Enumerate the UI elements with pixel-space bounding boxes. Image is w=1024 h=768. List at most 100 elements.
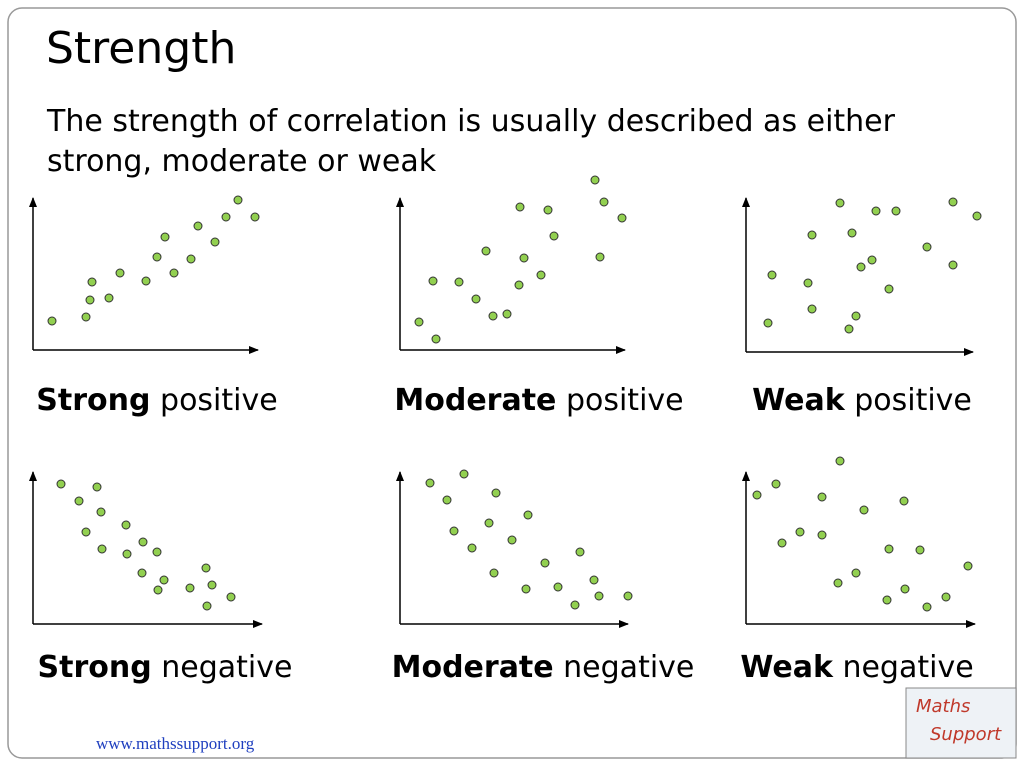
dot	[428, 276, 438, 286]
dot	[104, 293, 114, 303]
dot	[207, 580, 217, 590]
dot	[115, 268, 125, 278]
dot	[543, 205, 553, 215]
dot	[771, 479, 781, 489]
dot	[795, 527, 805, 537]
dot	[807, 304, 817, 314]
dot	[900, 584, 910, 594]
description-line: strong, moderate or weak	[47, 144, 437, 179]
plot-direction: positive	[160, 383, 278, 418]
dot	[844, 324, 854, 334]
dot	[617, 213, 627, 223]
dot	[536, 270, 546, 280]
plot-direction: negative	[161, 650, 292, 685]
dot	[549, 231, 559, 241]
dot	[851, 568, 861, 578]
dot	[442, 495, 452, 505]
dot	[540, 558, 550, 568]
dot	[193, 221, 203, 231]
dot	[56, 479, 66, 489]
dot	[210, 237, 220, 247]
dot	[948, 197, 958, 207]
dot	[81, 527, 91, 537]
dot	[599, 197, 609, 207]
footer-url[interactable]: www.mathssupport.org	[96, 734, 255, 753]
dot	[152, 547, 162, 557]
plot-direction: positive	[854, 383, 972, 418]
dot	[152, 252, 162, 262]
dot	[867, 255, 877, 265]
dot	[817, 530, 827, 540]
dot	[948, 260, 958, 270]
plot-direction: negative	[563, 650, 694, 685]
dot	[459, 469, 469, 479]
dot	[553, 582, 563, 592]
dot	[454, 277, 464, 287]
dot	[777, 538, 787, 548]
dot	[425, 478, 435, 488]
dot	[884, 284, 894, 294]
dot	[233, 195, 243, 205]
dot	[835, 456, 845, 466]
dot	[833, 578, 843, 588]
logo-text: Support	[930, 724, 1002, 745]
dot	[752, 490, 762, 500]
logo-text: Maths	[916, 696, 970, 717]
slide-border	[7, 7, 1017, 759]
dot	[807, 230, 817, 240]
dot	[941, 592, 951, 602]
plot-strength: Moderate	[394, 383, 556, 418]
scatter-plot: Weak positive	[742, 197, 982, 418]
dot	[835, 198, 845, 208]
dot	[523, 510, 533, 520]
dot	[449, 526, 459, 536]
dot	[763, 318, 773, 328]
dot	[575, 547, 585, 557]
dot	[96, 507, 106, 517]
scatter-plot: Strong negative	[29, 471, 292, 685]
plot-label: Strong positive	[36, 383, 277, 418]
dot	[141, 276, 151, 286]
plot-strength: Strong	[38, 650, 152, 685]
dot	[963, 561, 973, 571]
dot	[137, 568, 147, 578]
dot	[87, 277, 97, 287]
scatter-plot: Strong positive	[29, 195, 278, 418]
plot-direction: positive	[566, 383, 684, 418]
dot	[899, 496, 909, 506]
dot	[122, 549, 132, 559]
dot	[767, 270, 777, 280]
dot	[169, 268, 179, 278]
plot-strength: Weak	[740, 650, 834, 685]
dot	[590, 175, 600, 185]
dot	[915, 545, 925, 555]
dot	[514, 280, 524, 290]
dot	[623, 591, 633, 601]
dot	[414, 317, 424, 327]
dot	[484, 518, 494, 528]
dot	[85, 295, 95, 305]
dot	[201, 563, 211, 573]
dot	[922, 602, 932, 612]
logo: Maths Support	[905, 687, 1017, 759]
dot	[159, 575, 169, 585]
dot	[570, 600, 580, 610]
dot	[589, 575, 599, 585]
scatter-plot: Moderate positive	[394, 175, 684, 418]
dot	[488, 311, 498, 321]
dot	[891, 206, 901, 216]
dot	[519, 253, 529, 263]
dot	[884, 544, 894, 554]
dot	[226, 592, 236, 602]
dot	[491, 488, 501, 498]
dot	[856, 262, 866, 272]
dot	[153, 585, 163, 595]
dot	[467, 543, 477, 553]
dot	[594, 591, 604, 601]
dot	[81, 312, 91, 322]
dot	[74, 496, 84, 506]
plot-strength: Strong	[36, 383, 150, 418]
plot-direction: negative	[842, 650, 973, 685]
dot	[202, 601, 212, 611]
